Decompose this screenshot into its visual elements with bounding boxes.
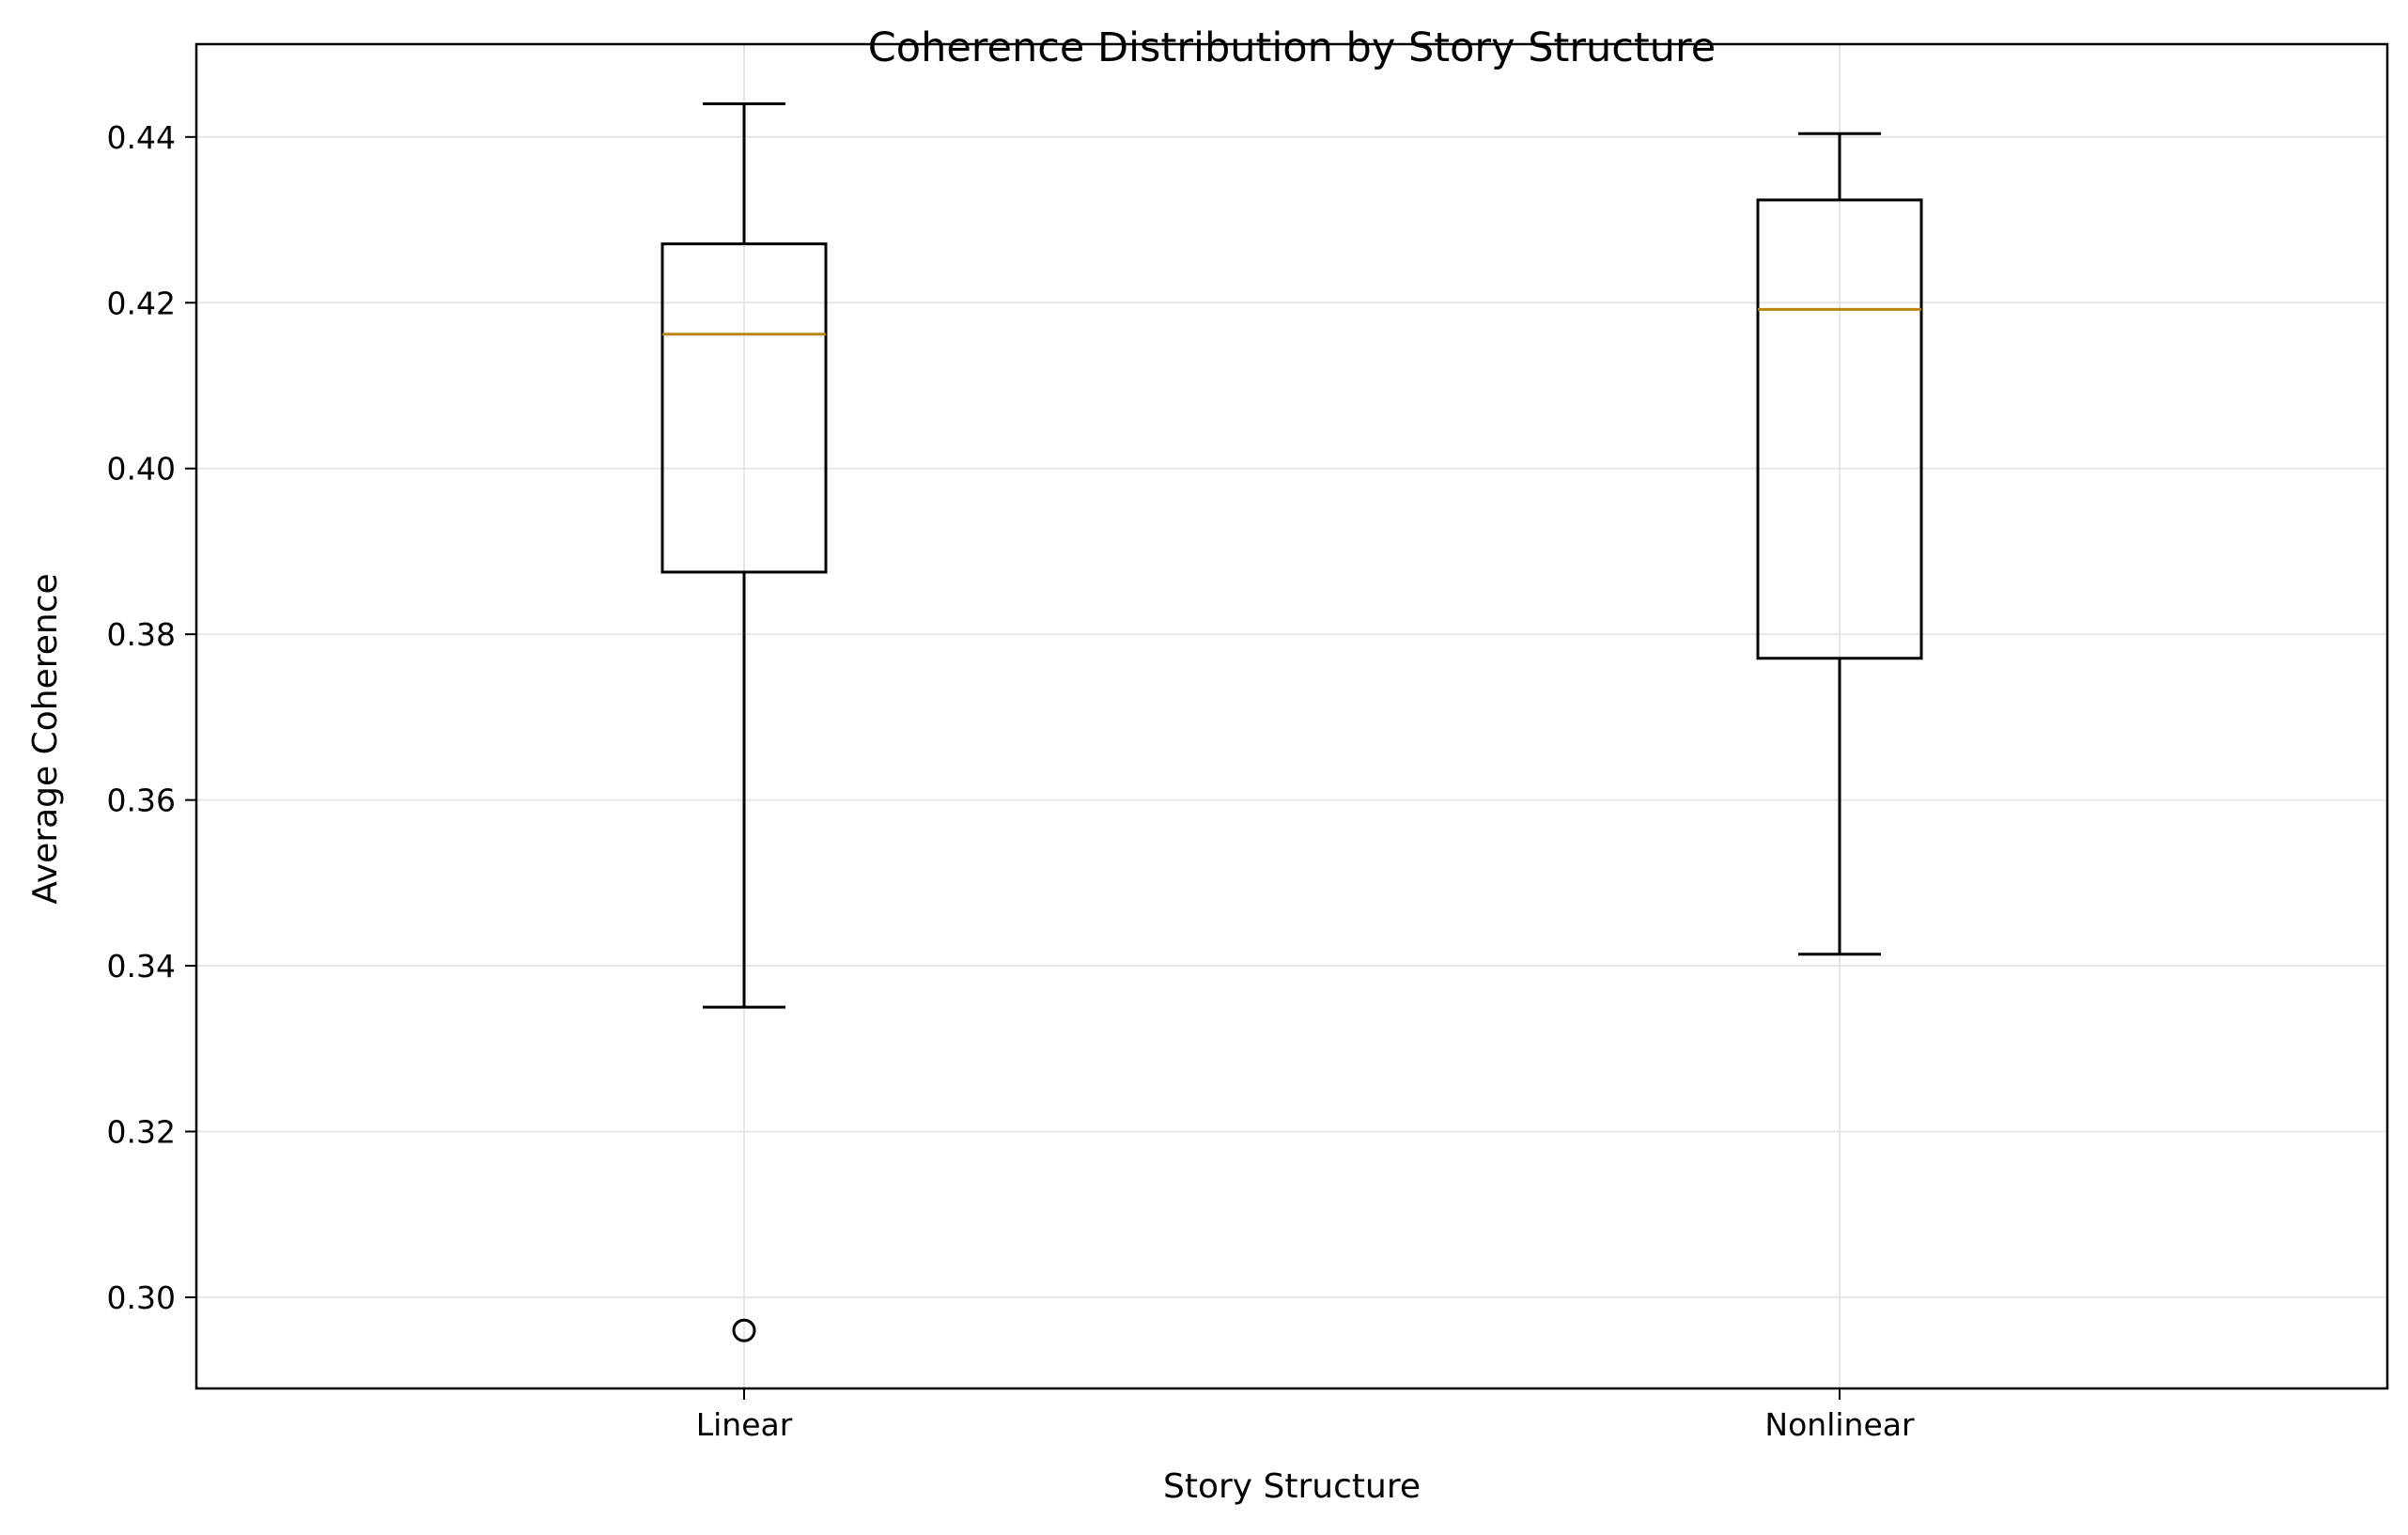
box-nonlinear — [1756, 132, 1923, 956]
y-tick-label: 0.40 — [107, 451, 176, 488]
y-tick-label: 0.36 — [107, 783, 176, 819]
y-tick-label: 0.30 — [107, 1279, 176, 1316]
axes: 0.30 0.32 0.34 0.36 0.38 0.40 0.42 0.44 Linear No… — [107, 119, 1915, 1443]
y-tick-label: 0.32 — [107, 1114, 176, 1151]
y-tick-label: 0.42 — [107, 285, 176, 321]
y-tick-label: 0.34 — [107, 948, 176, 985]
x-tick-label: Linear — [696, 1406, 793, 1443]
y-axis-title: Average Coherence — [26, 573, 65, 904]
iqr-box — [660, 242, 828, 574]
y-tick-label: 0.44 — [107, 119, 176, 156]
chart-title: Coherence Distribution by Story Structur… — [868, 24, 1716, 71]
outlier-point — [732, 1318, 756, 1342]
x-tick-label: Nonlinear — [1764, 1406, 1915, 1443]
y-tick-label: 0.38 — [107, 616, 176, 653]
x-axis-title: Story Structure — [1163, 1467, 1421, 1506]
box-linear — [660, 102, 828, 1342]
grid-lines — [196, 44, 2387, 1388]
boxes — [660, 102, 1923, 1342]
iqr-box — [1756, 198, 1923, 660]
plot-area-frame — [194, 42, 2389, 1390]
